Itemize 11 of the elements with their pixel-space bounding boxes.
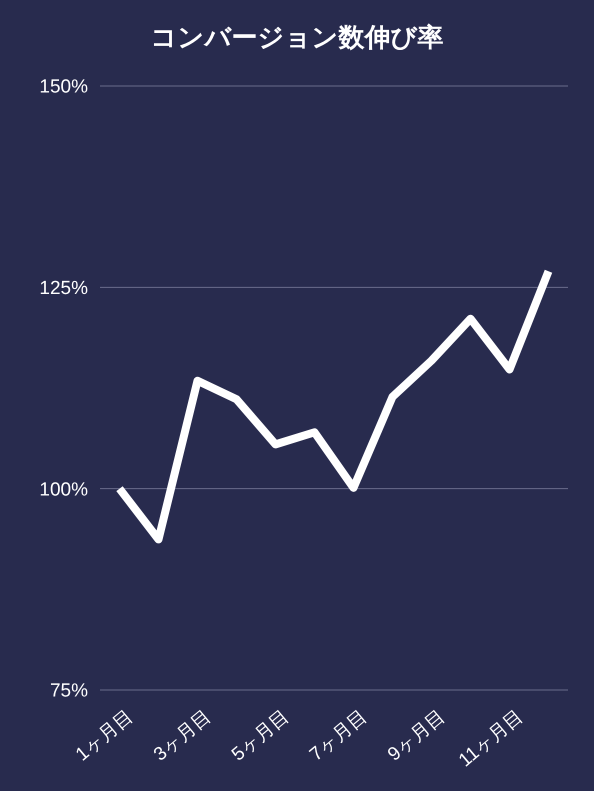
x-tick-label: 9ヶ月目 — [384, 706, 450, 766]
chart-title: コンバージョン数伸び率 — [150, 22, 444, 52]
x-tick-label: 3ヶ月目 — [150, 706, 216, 766]
y-tick-label: 150% — [39, 76, 88, 98]
x-tick-label: 1ヶ月目 — [72, 706, 138, 766]
y-tick-label: 125% — [39, 278, 88, 299]
x-tick-label: 11ヶ月目 — [454, 706, 528, 772]
y-tick-label: 75% — [50, 680, 88, 702]
y-tick-label: 100% — [39, 479, 88, 500]
x-tick-label: 5ヶ月目 — [228, 706, 294, 766]
x-tick-label: 7ヶ月目 — [306, 706, 372, 766]
